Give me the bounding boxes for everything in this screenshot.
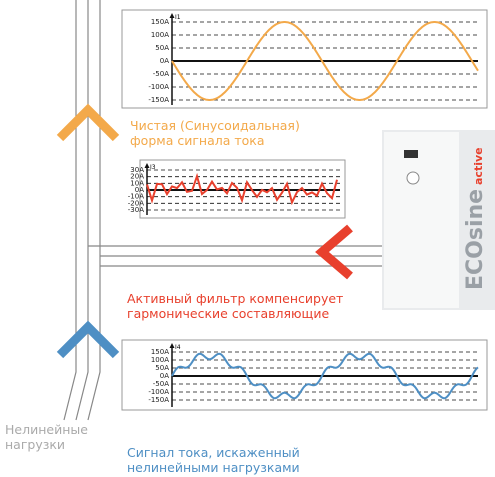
distorted-chevron (56, 320, 120, 359)
device-display (404, 150, 418, 158)
y-tick-label: -100A (148, 83, 169, 91)
y-tick-label: 150A (151, 348, 169, 356)
y-tick-label: 100A (151, 31, 169, 39)
axis-arrow (169, 343, 175, 348)
y-tick-label: 50A (155, 364, 169, 372)
caption: нагрузки (5, 437, 65, 452)
waveform (171, 21, 479, 101)
device-button (406, 171, 420, 185)
y-tick-label: -150A (148, 96, 169, 104)
caption: гармонические составляющие (127, 306, 329, 321)
y-tick-label: 100A (151, 356, 169, 364)
y-tick-label: 0A (135, 186, 144, 194)
device-door (384, 132, 459, 308)
axis-label: I4 (175, 344, 181, 351)
caption: нелинейными нагрузками (127, 460, 300, 475)
y-tick-label: -10A (128, 193, 144, 201)
axis-arrow (144, 163, 150, 168)
chart-frame (121, 9, 488, 109)
y-tick-label: -150A (148, 396, 169, 404)
y-tick-label: 50A (155, 44, 169, 52)
caption: Активный фильтр компенсирует (127, 291, 343, 306)
caption: форма сигнала тока (130, 133, 265, 148)
y-tick-label: 30A (130, 166, 144, 174)
caption: Чистая (Синусоидальная) (130, 118, 300, 133)
y-tick-label: 10A (130, 179, 144, 187)
axis-label: I1 (175, 14, 181, 21)
y-tick-label: 0A (160, 372, 169, 380)
y-tick-label: -100A (148, 388, 169, 396)
axis-label: I3 (150, 164, 156, 171)
waveform (146, 172, 338, 206)
y-tick-label: -30A (128, 206, 144, 214)
y-tick-label: 20A (130, 173, 144, 181)
filter-chevron (315, 224, 353, 280)
caption: Сигнал тока, искаженный (127, 445, 300, 460)
y-tick-label: 150A (151, 18, 169, 26)
y-tick-label: -50A (153, 380, 169, 388)
device-model: active (472, 147, 485, 185)
waveform (171, 352, 479, 400)
y-tick-label: -20A (128, 199, 144, 207)
device: ECOsine active (382, 130, 495, 310)
clean-chevron (56, 103, 120, 142)
caption: Нелинейные (5, 422, 88, 437)
y-tick-label: 0A (160, 57, 169, 65)
device-brand: ECOsine (463, 189, 488, 290)
axis-arrow (169, 13, 175, 18)
y-tick-label: -50A (153, 70, 169, 78)
